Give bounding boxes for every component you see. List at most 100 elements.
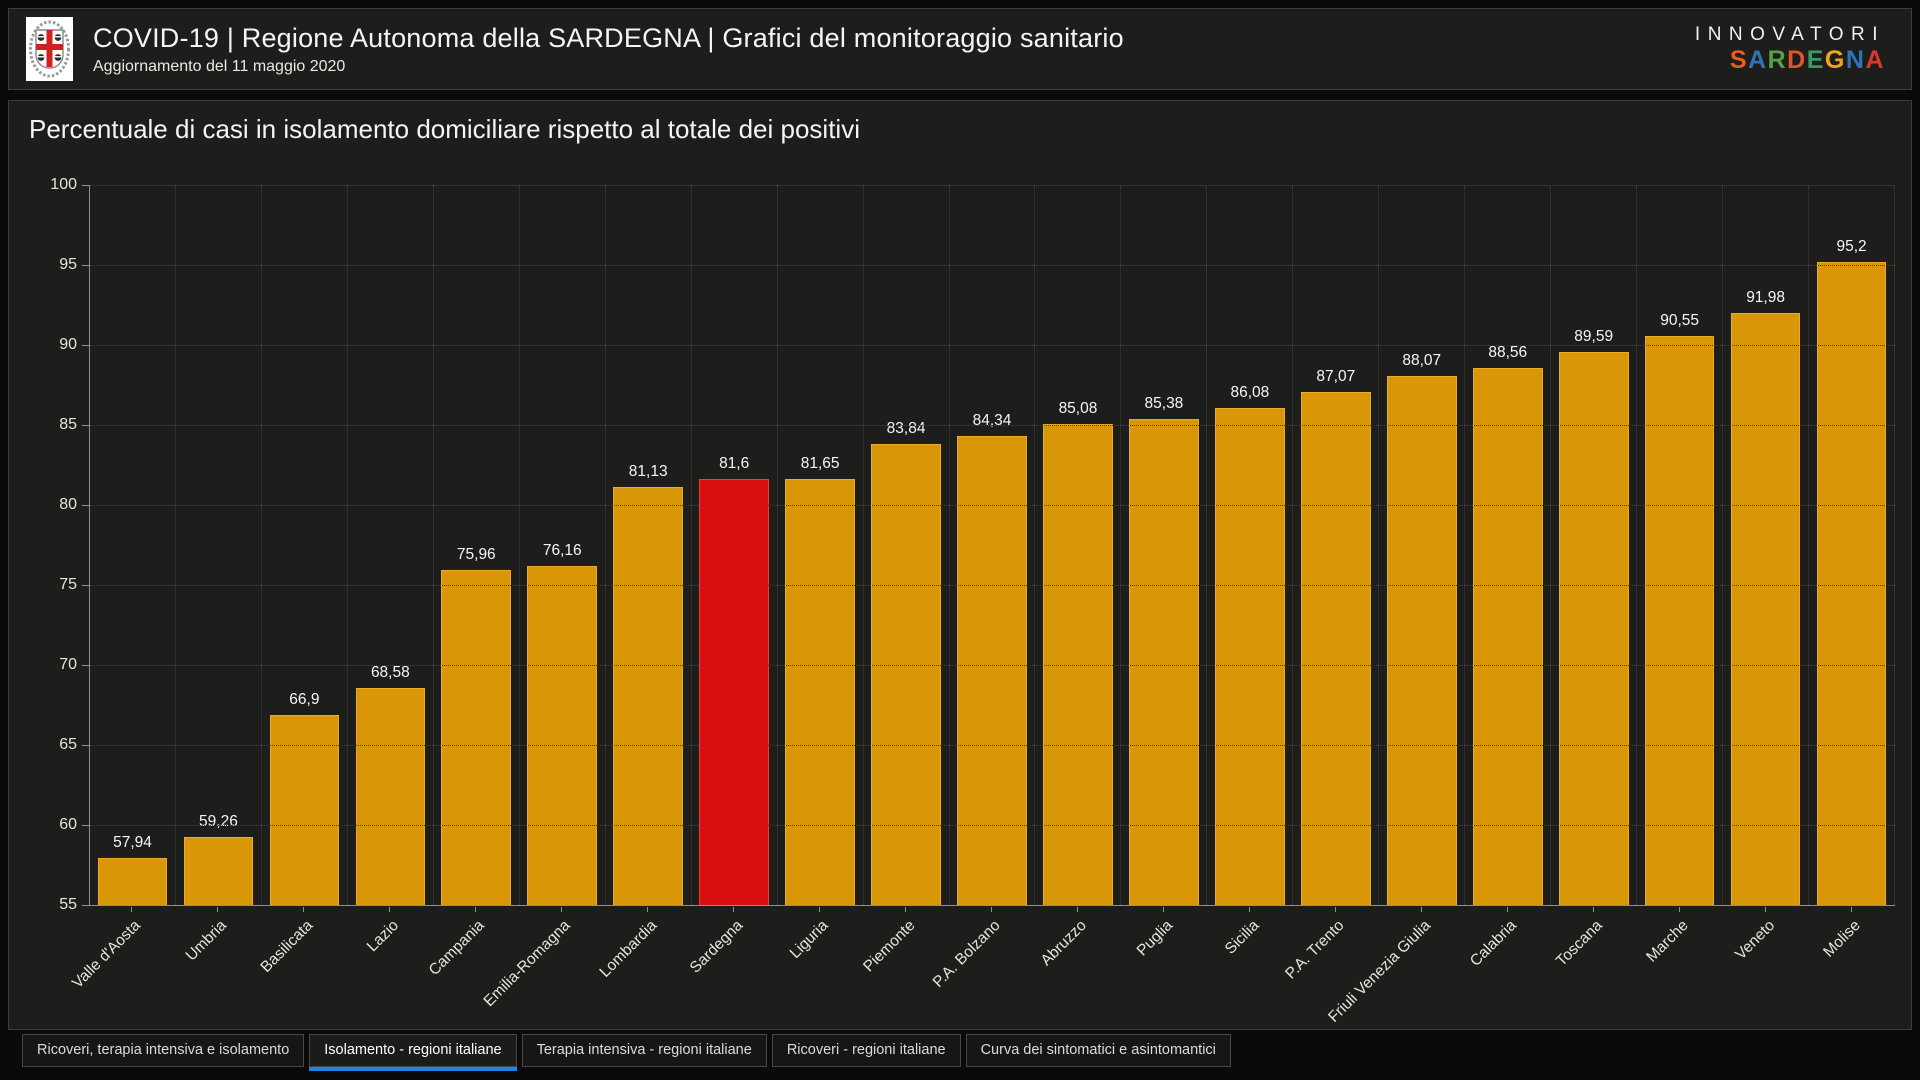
bar-value-label: 83,84 xyxy=(886,419,926,437)
y-axis-tick-label: 60 xyxy=(59,815,77,833)
bar-campania[interactable] xyxy=(441,569,512,905)
bar-p-a-bolzano[interactable] xyxy=(957,435,1027,905)
bar-liguria[interactable] xyxy=(785,478,855,905)
x-axis-label: Marche xyxy=(1643,917,1693,966)
gridline xyxy=(90,585,1895,586)
x-axis-label: Piemonte xyxy=(859,917,919,976)
bar-value-label: 85,08 xyxy=(1058,399,1098,417)
bar-lazio[interactable] xyxy=(355,687,426,905)
bar-value-label: 84,34 xyxy=(972,411,1012,429)
bar-value-label: 85,38 xyxy=(1144,394,1184,412)
bar-emilia-romagna[interactable] xyxy=(527,566,598,905)
y-axis-tick-label: 70 xyxy=(59,656,77,673)
brand-letter: A xyxy=(1865,45,1885,74)
x-axis-cell: Veneto xyxy=(1723,907,1809,1029)
y-axis-tick xyxy=(82,264,89,266)
bars-container: 57,94 59,26 66,9 68,58 75,96 76,16 81,13 81,6 81… xyxy=(90,185,1896,905)
x-axis-cell: Valle d'Aosta xyxy=(69,907,175,1029)
bar-p-a-trento[interactable] xyxy=(1300,391,1371,905)
tab-ricoveri-regioni-italiane[interactable]: Ricoveri - regioni italiane xyxy=(771,1034,961,1067)
x-axis-cell: Liguria xyxy=(777,907,863,1029)
bar-friuli-venezia-giulia[interactable] xyxy=(1386,375,1457,905)
y-axis-tick-label: 65 xyxy=(59,736,77,753)
bar-cell: 90,55 xyxy=(1637,185,1724,905)
tab-curva-dei-sintomatici-e-asintomantici[interactable]: Curva dei sintomatici e asintomantici xyxy=(965,1034,1231,1067)
gridline xyxy=(90,264,1895,266)
gridline xyxy=(90,745,1895,746)
bar-value-label: 90,55 xyxy=(1660,312,1700,330)
bar-value-label: 59,26 xyxy=(199,812,238,830)
bar-basilicata[interactable] xyxy=(269,714,340,905)
update-date: Aggiornamento del 11 maggio 2020 xyxy=(93,57,346,75)
bar-value-label: 81,65 xyxy=(800,454,840,472)
bar-value-label: 88,56 xyxy=(1488,344,1528,362)
x-axis-cell: Lazio xyxy=(347,907,433,1029)
bar-veneto[interactable] xyxy=(1730,313,1801,905)
y-axis-tick-label: 75 xyxy=(59,576,77,593)
x-axis-label: Toscana xyxy=(1553,917,1607,970)
brand-letter: R xyxy=(1767,45,1788,74)
x-axis-cell: Friuli Venezia Giulia xyxy=(1325,907,1465,1029)
x-axis-label: Veneto xyxy=(1731,917,1779,964)
bar-calabria[interactable] xyxy=(1472,368,1543,905)
x-axis-cell: Sicilia xyxy=(1207,907,1293,1029)
gridline xyxy=(90,425,1895,426)
bar-value-label: 89,59 xyxy=(1574,327,1614,345)
bar-value-label: 68,58 xyxy=(370,663,410,681)
gridline xyxy=(90,504,1895,506)
bar-value-label: 95,2 xyxy=(1836,237,1867,255)
bar-cell: 89,59 xyxy=(1551,185,1638,905)
bar-marche[interactable] xyxy=(1644,336,1715,905)
tab-ricoveri-terapia-intensiva-e-isolamento[interactable]: Ricoveri, terapia intensiva e isolamento xyxy=(22,1034,305,1067)
gridline xyxy=(90,344,1895,346)
bar-lombardia[interactable] xyxy=(613,486,684,905)
bar-cell: 57,94 xyxy=(90,185,176,905)
coat-of-arms-icon xyxy=(26,17,73,81)
bar-abruzzo[interactable] xyxy=(1043,423,1113,905)
bar-cell: 76,16 xyxy=(520,185,606,905)
x-axis-cell: Calabria xyxy=(1465,907,1551,1029)
y-axis-tick xyxy=(82,504,89,506)
header-titles: COVID-19 | Regione Autonoma della SARDEG… xyxy=(93,23,1695,76)
y-axis-tick xyxy=(82,585,89,586)
bar-puglia[interactable] xyxy=(1129,418,1199,905)
bar-cell: 81,13 xyxy=(606,185,692,905)
x-axis-cell: Puglia xyxy=(1121,907,1207,1029)
tab-isolamento-regioni-italiane[interactable]: Isolamento - regioni italiane xyxy=(309,1034,517,1067)
x-axis-label: Basilicata xyxy=(257,917,317,976)
bar-value-label: 81,13 xyxy=(628,462,668,480)
bar-cell: 86,08 xyxy=(1207,185,1294,905)
bar-molise[interactable] xyxy=(1816,261,1887,905)
bar-umbria[interactable] xyxy=(183,836,254,905)
brand-line-innovatori: INNOVATORI xyxy=(1694,23,1885,45)
x-axis-cell: P.A. Trento xyxy=(1283,907,1379,1029)
bar-piemonte[interactable] xyxy=(871,443,941,905)
bar-value-label: 81,6 xyxy=(719,455,750,473)
bar-cell: 95,2 xyxy=(1809,185,1896,905)
bar-valle-d-aosta[interactable] xyxy=(97,857,168,905)
x-axis-label: Campania xyxy=(426,917,489,979)
bar-sicilia[interactable] xyxy=(1215,407,1285,905)
x-axis-label: Sicilia xyxy=(1221,917,1263,958)
gridline xyxy=(90,824,1895,826)
x-axis-cell: Toscana xyxy=(1551,907,1637,1029)
x-axis-label: Calabria xyxy=(1467,917,1521,970)
bar-value-label: 75,96 xyxy=(456,545,496,563)
app-title: COVID-19 | Regione Autonoma della SARDEG… xyxy=(93,22,1124,53)
y-axis-tick xyxy=(82,824,89,826)
bar-value-label: 87,07 xyxy=(1316,367,1356,385)
brand-letter: E xyxy=(1806,45,1825,74)
y-axis-tick-label: 80 xyxy=(59,495,77,513)
bar-toscana[interactable] xyxy=(1558,351,1629,905)
x-axis-label: Liguria xyxy=(787,917,833,962)
x-axis-label: Lombardia xyxy=(596,917,661,981)
tab-terapia-intensiva-regioni-italiane[interactable]: Terapia intensiva - regioni italiane xyxy=(521,1034,767,1067)
bar-value-label: 88,07 xyxy=(1402,351,1442,369)
x-axis-cell: Molise xyxy=(1809,907,1895,1029)
y-axis-tick xyxy=(82,425,89,426)
bar-cell: 91,98 xyxy=(1723,185,1810,905)
gridline xyxy=(90,185,1895,186)
y-axis-tick-label: 90 xyxy=(59,335,77,353)
bar-sardegna[interactable] xyxy=(699,479,769,905)
x-axis-label: Sardegna xyxy=(686,917,747,977)
